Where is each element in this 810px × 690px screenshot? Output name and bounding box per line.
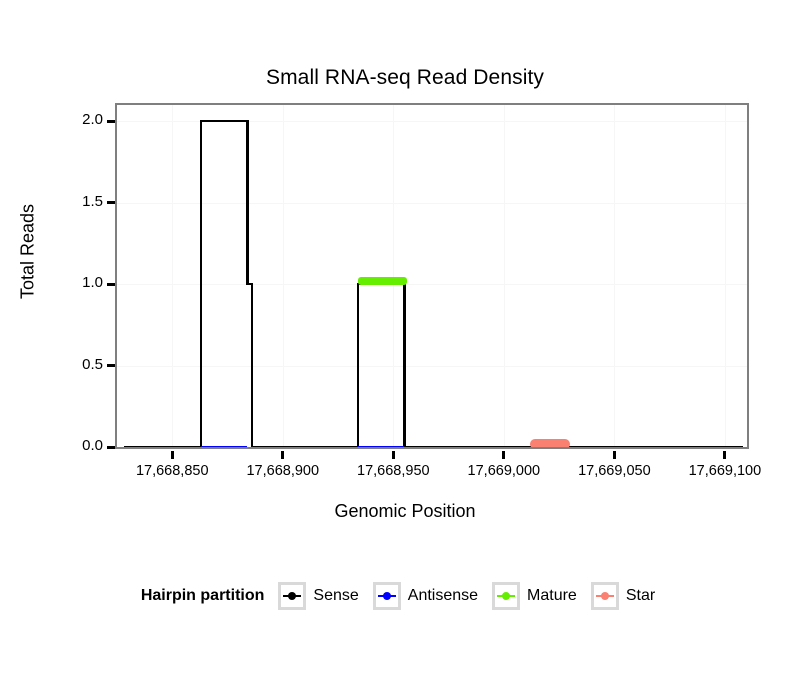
x-tick-label: 17,669,000 xyxy=(467,463,541,479)
x-tick-mark xyxy=(612,451,616,459)
gridline-vertical xyxy=(282,105,284,447)
y-tick-label: 2.0 xyxy=(82,111,103,129)
y-tick-mark xyxy=(107,445,115,449)
legend-key-icon xyxy=(492,582,521,610)
legend-label: Mature xyxy=(527,587,577,604)
x-tick-label: 17,669,100 xyxy=(688,463,762,479)
antisense-step-horizontal xyxy=(201,445,248,447)
gridline-vertical xyxy=(724,105,726,447)
y-axis-title: Total Reads xyxy=(17,203,38,300)
x-tick-mark xyxy=(281,451,285,459)
x-tick-label: 17,668,850 xyxy=(135,463,209,479)
x-tick-label: 17,668,900 xyxy=(246,463,320,479)
sense-step-vertical xyxy=(403,282,406,447)
chart-legend: Hairpin partition Sense Antisense Mature St… xyxy=(0,582,810,610)
sense-step-vertical xyxy=(246,120,249,286)
gridline-horizontal xyxy=(117,121,747,123)
legend-label: Sense xyxy=(313,587,359,604)
legend-item-antisense[interactable]: Antisense xyxy=(372,582,479,610)
legend-key-icon xyxy=(278,582,307,610)
legend-item-mature[interactable]: Mature xyxy=(492,582,577,610)
legend-dot-icon xyxy=(382,592,391,600)
y-tick-label: 1.0 xyxy=(82,274,103,292)
y-tick-mark xyxy=(107,119,115,123)
x-tick-mark xyxy=(502,451,506,459)
legend-dot-icon xyxy=(288,592,297,600)
sense-step-horizontal xyxy=(123,445,201,447)
x-tick-mark xyxy=(723,451,727,459)
chart-title: Small RNA-seq Read Density xyxy=(265,66,545,89)
legend-key-icon xyxy=(590,582,619,610)
y-tick-mark xyxy=(107,364,115,368)
y-tick-mark xyxy=(107,282,115,286)
x-tick-mark xyxy=(391,451,395,459)
sense-step-horizontal xyxy=(247,282,252,286)
gridline-vertical xyxy=(393,105,395,447)
sense-step-vertical xyxy=(356,282,360,447)
antisense-step-horizontal xyxy=(357,445,405,447)
sense-step-horizontal xyxy=(251,445,358,447)
sense-step-horizontal xyxy=(404,445,743,447)
star-annotation-bar xyxy=(530,438,571,447)
plot-panel xyxy=(115,103,749,449)
gridline-vertical xyxy=(614,105,616,447)
x-tick-label: 17,668,950 xyxy=(357,463,430,479)
sense-step-vertical xyxy=(199,120,203,447)
gridline-vertical xyxy=(172,105,174,447)
y-tick-label: 0.5 xyxy=(82,355,103,373)
gridline-horizontal xyxy=(117,365,747,367)
gridline-horizontal xyxy=(117,284,747,286)
legend-key-icon xyxy=(372,582,401,610)
gridline-vertical xyxy=(503,105,505,447)
mature-annotation-bar xyxy=(357,277,407,285)
legend-item-sense[interactable]: Sense xyxy=(278,582,359,610)
y-tick-label: 0.0 xyxy=(82,437,103,454)
sense-step-vertical xyxy=(250,282,254,447)
sense-step-horizontal xyxy=(201,120,248,123)
plot-area xyxy=(117,105,747,447)
legend-title: Hairpin partition xyxy=(140,587,265,604)
x-axis-title: Genomic Position xyxy=(334,501,476,521)
legend-dot-icon xyxy=(502,592,511,600)
legend-item-star[interactable]: Star xyxy=(590,582,656,610)
legend-label: Antisense xyxy=(407,587,479,604)
x-tick-label: 17,669,050 xyxy=(578,463,651,479)
y-tick-mark xyxy=(107,201,115,205)
legend-dot-icon xyxy=(600,592,609,600)
gridline-horizontal xyxy=(117,202,747,204)
legend-label: Star xyxy=(625,587,656,604)
y-tick-label: 1.5 xyxy=(82,192,103,210)
x-tick-mark xyxy=(170,451,174,459)
